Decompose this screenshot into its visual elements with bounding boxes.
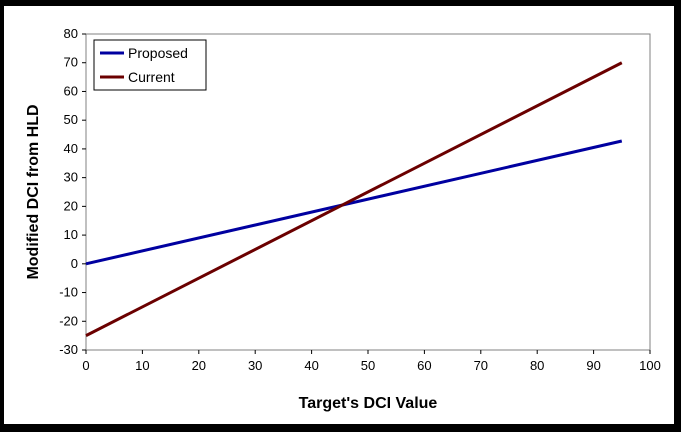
legend: Proposed Current (93, 39, 207, 91)
y-tick-label: 30 (64, 170, 78, 185)
x-tick-label: 80 (530, 358, 544, 373)
line-chart: -30 -20 -10 0 10 20 30 40 50 60 70 80 0 10 20 30 40 50 60… (25, 26, 661, 412)
y-tick-label: 0 (71, 256, 78, 271)
legend-box (93, 39, 207, 91)
y-tick-label: -30 (59, 342, 78, 357)
x-axis-ticks: 0 10 20 30 40 50 60 70 80 90 100 (82, 350, 661, 373)
y-tick-label: -10 (59, 285, 78, 300)
x-tick-label: 70 (474, 358, 488, 373)
x-tick-label: 20 (192, 358, 206, 373)
series-line-proposed (85, 139, 623, 266)
x-tick-label: 10 (135, 358, 149, 373)
x-axis-title: Target's DCI Value (299, 395, 438, 412)
y-tick-label: 80 (64, 26, 78, 41)
y-tick-label: 50 (64, 112, 78, 127)
x-tick-label: 40 (304, 358, 318, 373)
x-tick-label: 100 (639, 358, 661, 373)
legend-label-proposed: Proposed (128, 45, 188, 61)
y-axis-title: Modified DCI from HLD (25, 104, 42, 279)
y-tick-label: 20 (64, 198, 78, 213)
y-axis-ticks: -30 -20 -10 0 10 20 30 40 50 60 70 80 (59, 26, 86, 357)
x-tick-label: 60 (417, 358, 431, 373)
y-tick-label: 40 (64, 141, 78, 156)
x-tick-label: 0 (82, 358, 89, 373)
series-line-current (85, 61, 623, 337)
y-tick-label: 70 (64, 55, 78, 70)
x-tick-label: 50 (361, 358, 375, 373)
x-tick-label: 30 (248, 358, 262, 373)
chart-frame: -30 -20 -10 0 10 20 30 40 50 60 70 80 0 10 20 30 40 50 60… (4, 6, 674, 424)
y-tick-label: 10 (64, 227, 78, 242)
y-tick-label: -20 (59, 313, 78, 328)
series-lines (85, 61, 623, 337)
legend-label-current: Current (128, 69, 175, 85)
x-tick-label: 90 (586, 358, 600, 373)
y-tick-label: 60 (64, 83, 78, 98)
